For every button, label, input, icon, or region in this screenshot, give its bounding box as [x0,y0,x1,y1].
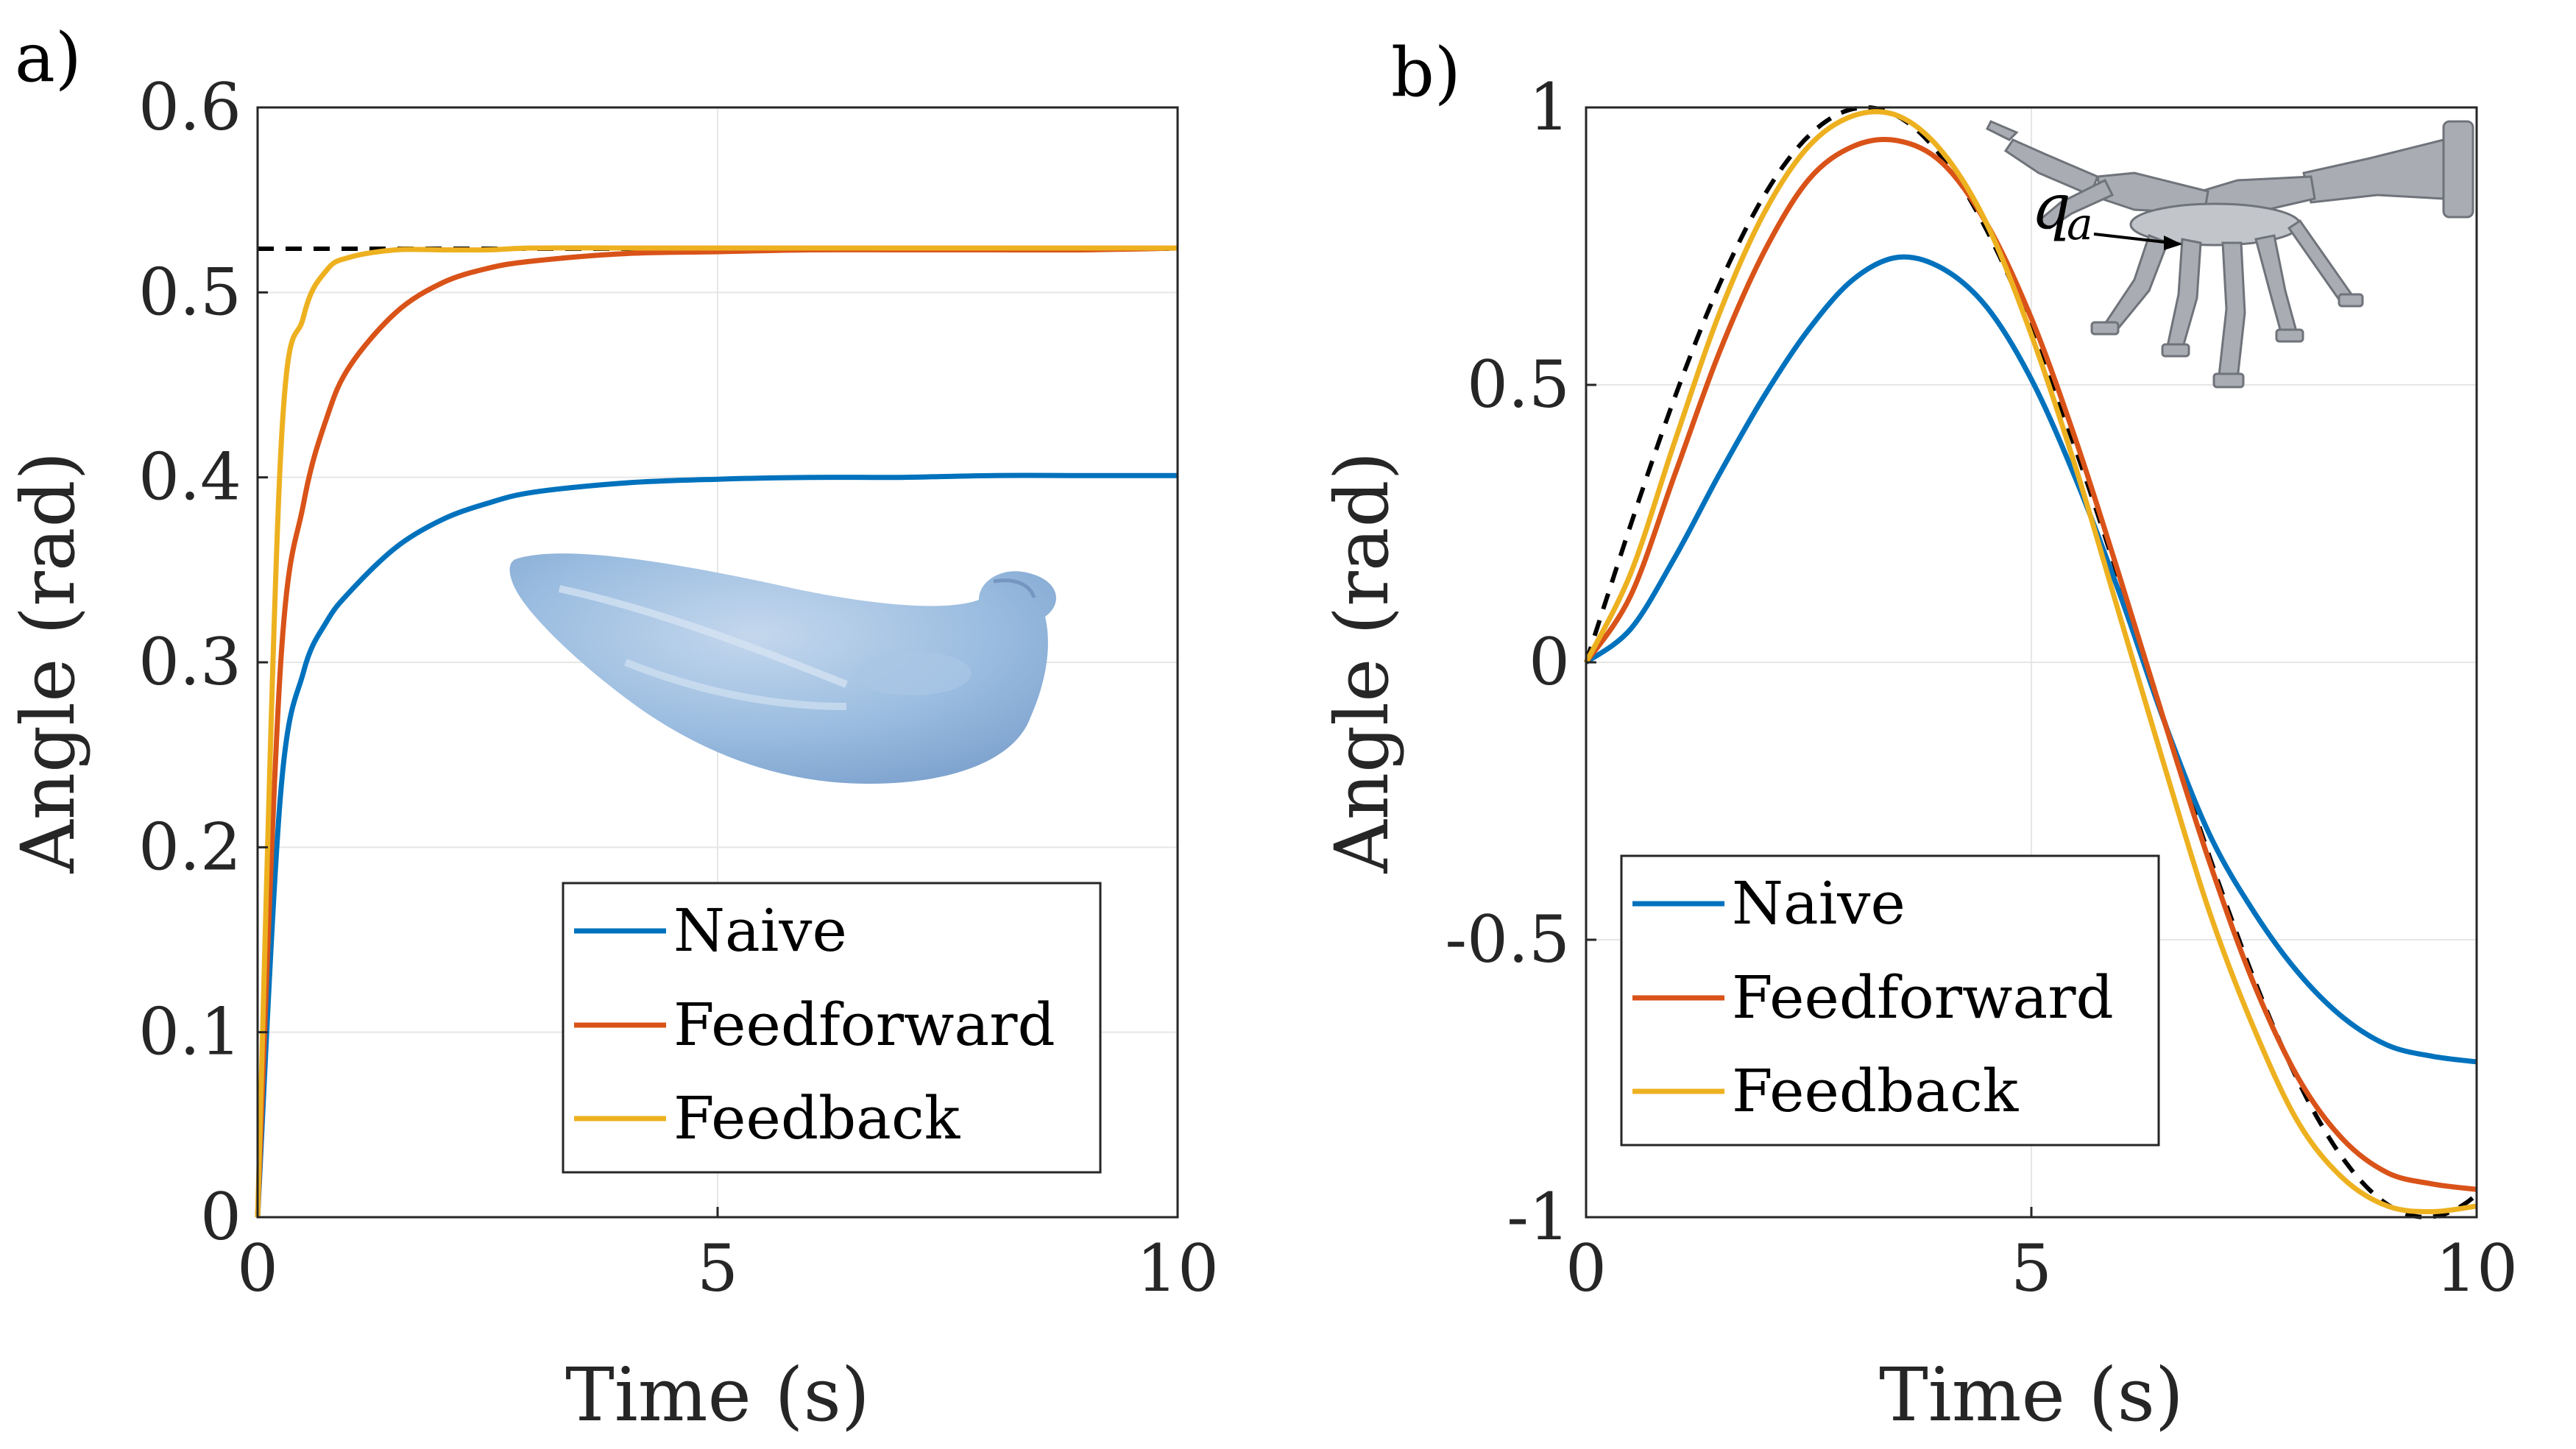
x-tick-label-0: 0 [237,1230,278,1306]
legend-a-naive: Naive [673,896,847,965]
x-tick-label-0: 0 [1565,1230,1607,1306]
series-line-feedback [1583,109,2477,1214]
legend-a-feedback: Feedback [673,1084,961,1152]
panel-b-series [1583,109,2477,1214]
panel-a-series [255,245,1178,1218]
panel-a-label: a) [15,18,82,97]
series-line-feedforward [1584,137,2477,1192]
x-tick-label-2: 10 [1136,1230,1219,1306]
y-tick-label-6: 0.6 [138,69,241,145]
panel-a-legend: Naive Feedforward Feedback [562,882,1102,1174]
series-line-feedback [255,245,1178,1218]
soft-gripper-image [509,553,1056,784]
legend-b-naive: Naive [1732,869,1906,938]
panel-a-ylabel: Angle (rad) [5,451,91,874]
y-tick-label-1: -0.5 [1445,901,1570,977]
y-tick-label-0: -1 [1507,1179,1570,1255]
panel-b-legend: Naive Feedforward Feedback [1620,854,2160,1147]
annotation-q: q [2031,171,2071,243]
legend-a-feedforward: Feedforward [673,991,1055,1059]
panel-b-ticks: 0 5 10 -1 -0.5 0 0.5 1 [1445,69,2518,1306]
y-tick-label-2: 0.2 [138,809,241,885]
y-tick-label-2: 0 [1529,624,1570,700]
panel-b-ylabel: Angle (rad) [1319,451,1405,874]
panel-b-xlabel: Time (s) [1879,1352,2184,1438]
panel-a: a) 0 5 10 0 0.1 0.2 0.3 0.4 0.5 0.6 Time (s) Angl… [5,18,1219,1438]
legend-b-feedback: Feedback [1732,1057,2020,1125]
y-tick-label-4: 0.4 [138,439,241,515]
robot-hand-image [1985,120,2474,389]
panel-a-ticks: 0 5 10 0 0.1 0.2 0.3 0.4 0.5 0.6 [138,69,1219,1306]
annotation-arrow [2093,233,2172,244]
panel-b-label: b) [1391,33,1461,112]
y-tick-label-4: 1 [1529,69,1570,145]
series-line-naive [1584,254,2477,1065]
y-tick-label-5: 0.5 [138,254,241,330]
panel-b: b) q a 0 5 10-1-0 [1319,33,2518,1438]
panel-a-xlabel: Time (s) [565,1352,870,1438]
x-tick-label-1: 5 [2011,1230,2052,1306]
annotation-q-subscript: a [2067,199,2093,250]
y-tick-label-0: 0 [200,1179,241,1255]
legend-b-feedforward: Feedforward [1732,963,2114,1032]
annotation-arrowhead [2164,235,2182,250]
series-line-naive [255,472,1178,1218]
x-tick-label-1: 5 [697,1230,738,1306]
y-tick-label-1: 0.1 [138,994,241,1070]
y-tick-label-3: 0.5 [1467,347,1570,422]
y-tick-label-3: 0.3 [138,624,241,700]
x-tick-label-2: 10 [2435,1230,2518,1306]
